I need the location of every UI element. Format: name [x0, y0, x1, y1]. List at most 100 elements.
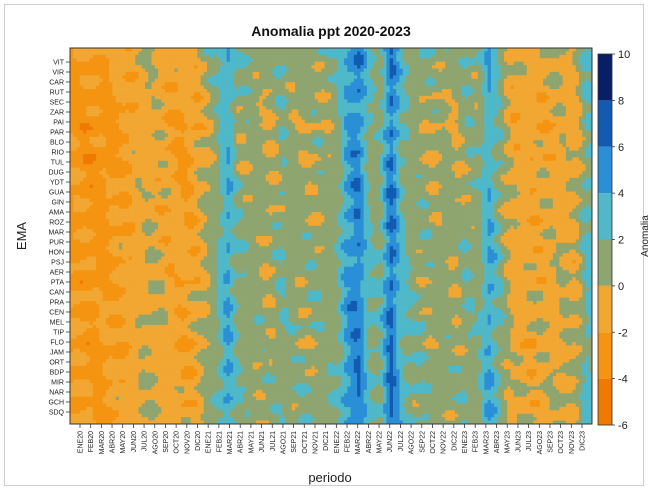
heatmap-cell — [510, 95, 515, 100]
heatmap-cell — [536, 109, 541, 114]
heatmap-cell — [425, 133, 430, 138]
heatmap-cell — [242, 48, 247, 52]
heatmap-cell — [301, 109, 306, 114]
heatmap-cell — [366, 143, 371, 148]
heatmap-cell — [317, 140, 322, 145]
heatmap-cell — [373, 126, 378, 131]
heatmap-cell — [477, 51, 482, 56]
heatmap-cell — [236, 95, 241, 100]
heatmap-cell — [86, 58, 90, 63]
heatmap-cell — [536, 133, 541, 138]
heatmap-cell — [392, 58, 397, 63]
heatmap-cell — [125, 150, 130, 155]
heatmap-cell — [448, 92, 453, 97]
heatmap-cell — [141, 68, 146, 73]
heatmap-cell — [441, 106, 446, 110]
heatmap-cell — [301, 150, 306, 155]
heatmap-cell — [125, 126, 130, 131]
heatmap-cell — [226, 147, 231, 151]
heatmap-cell — [438, 82, 443, 86]
heatmap-cell — [477, 71, 482, 76]
heatmap-cell — [92, 58, 97, 63]
heatmap-cell — [295, 116, 299, 121]
heatmap-cell — [262, 65, 267, 69]
heatmap-cell — [526, 71, 531, 76]
heatmap-cell — [353, 109, 358, 114]
heatmap-cell — [340, 102, 345, 107]
heatmap-cell — [507, 109, 511, 114]
heatmap-cell — [552, 136, 557, 141]
heatmap-cell — [494, 119, 498, 124]
heatmap-cell — [523, 147, 528, 151]
heatmap-cell — [197, 82, 201, 86]
heatmap-cell — [507, 150, 511, 155]
heatmap-cell — [578, 147, 583, 151]
heatmap-cell — [556, 130, 560, 134]
heatmap-cell — [203, 140, 208, 145]
heatmap-cell — [552, 116, 557, 121]
heatmap-cell — [425, 140, 430, 145]
heatmap-cell — [461, 58, 466, 63]
heatmap-cell — [419, 143, 423, 148]
heatmap-cell — [448, 78, 453, 83]
heatmap-cell — [406, 109, 410, 114]
heatmap-cell — [262, 106, 267, 110]
heatmap-cell — [585, 116, 590, 121]
heatmap-cell — [161, 112, 166, 117]
heatmap-cell — [497, 65, 502, 69]
heatmap-cell — [148, 136, 152, 141]
heatmap-cell — [200, 140, 205, 145]
heatmap-cell — [503, 106, 508, 110]
heatmap-cell — [102, 95, 107, 100]
heatmap-cell — [317, 102, 322, 107]
heatmap-cell — [513, 136, 518, 141]
heatmap-cell — [164, 126, 169, 131]
heatmap-cell — [288, 92, 293, 97]
heatmap-cell — [180, 82, 185, 86]
heatmap-cell — [236, 82, 241, 86]
heatmap-cell — [585, 123, 590, 128]
heatmap-cell — [415, 58, 420, 63]
heatmap-cell — [337, 133, 342, 138]
heatmap-cell — [562, 109, 567, 114]
heatmap-cell — [249, 89, 254, 93]
heatmap-cell — [122, 48, 126, 52]
heatmap-cell — [500, 126, 505, 131]
heatmap-cell — [376, 102, 381, 107]
heatmap-cell — [445, 119, 449, 124]
heatmap-cell — [389, 58, 394, 63]
heatmap-cell — [285, 150, 289, 155]
heatmap-cell — [197, 65, 201, 69]
heatmap-cell — [285, 92, 289, 97]
heatmap-cell — [334, 82, 338, 86]
heatmap-cell — [350, 65, 355, 69]
heatmap-cell — [565, 58, 570, 63]
heatmap-cell — [536, 82, 541, 86]
heatmap-cell — [386, 136, 391, 141]
heatmap-cell — [468, 106, 472, 110]
heatmap-cell — [317, 109, 322, 114]
heatmap-cell — [406, 65, 410, 69]
heatmap-cell — [269, 92, 273, 97]
heatmap-cell — [549, 140, 554, 145]
heatmap-cell — [565, 85, 570, 90]
heatmap-cell — [546, 48, 550, 52]
heatmap-cell — [187, 106, 192, 110]
heatmap-cell — [102, 143, 107, 148]
heatmap-cell — [102, 106, 107, 110]
heatmap-cell — [197, 61, 201, 66]
heatmap-cell — [344, 150, 348, 155]
heatmap-cell — [125, 78, 130, 83]
heatmap-cell — [337, 143, 342, 148]
heatmap-cell — [366, 136, 371, 141]
heatmap-cell — [161, 68, 166, 73]
heatmap-cell — [308, 126, 312, 131]
heatmap-cell — [285, 147, 289, 151]
heatmap-cell — [549, 126, 554, 131]
heatmap-cell — [481, 112, 485, 117]
heatmap-cell — [115, 153, 120, 158]
heatmap-cell — [513, 133, 518, 138]
heatmap-cell — [317, 85, 322, 90]
heatmap-cell — [507, 119, 511, 124]
heatmap-cell — [141, 58, 146, 63]
